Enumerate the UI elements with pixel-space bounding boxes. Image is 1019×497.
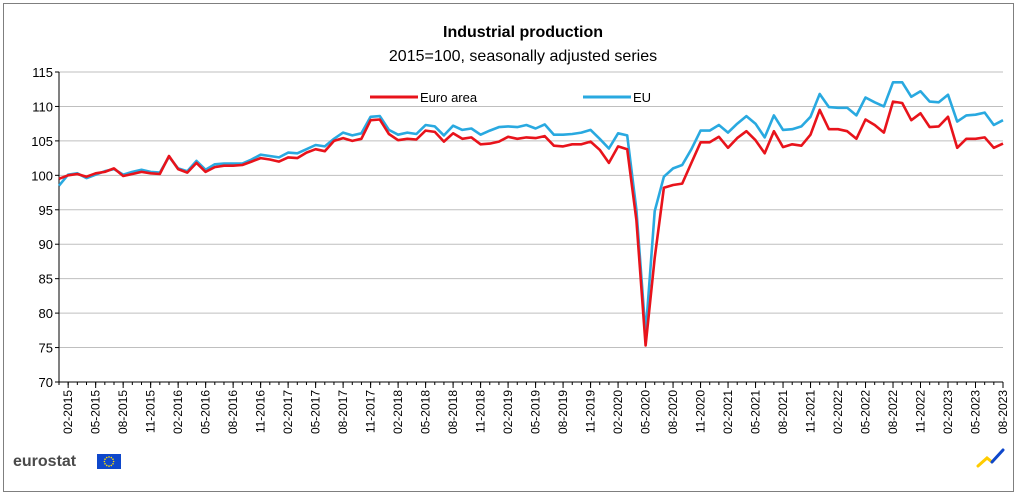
series-lines	[57, 81, 1004, 347]
eu-star	[112, 460, 115, 463]
x-tick-label: 11-2018	[474, 390, 488, 433]
legend-label-euro-area: Euro area	[420, 90, 478, 105]
eu-star	[110, 464, 113, 467]
eu-star	[108, 456, 110, 458]
series-line-eu	[57, 81, 1004, 336]
x-tick-label: 05-2020	[639, 390, 653, 434]
x-tick-label: 02-2021	[721, 390, 735, 434]
x-tick-label: 05-2018	[419, 390, 433, 434]
x-tick-label: 02-2017	[281, 390, 295, 434]
x-tick-label: 08-2021	[776, 390, 790, 434]
x-tick-label: 08-2016	[226, 390, 240, 434]
x-tick-label: 11-2016	[254, 390, 268, 433]
y-tick-label: 80	[39, 306, 53, 321]
x-tick-label: 05-2016	[199, 390, 213, 434]
x-tick-label: 02-2016	[171, 390, 185, 434]
y-tick-label: 105	[31, 134, 53, 149]
x-tick-label: 11-2021	[804, 390, 818, 433]
x-tick-label: 05-2023	[969, 390, 983, 434]
y-tick-label: 115	[32, 65, 53, 80]
x-tick-label: 05-2019	[529, 390, 543, 434]
y-tick-label: 110	[32, 99, 53, 114]
x-tick-label: 02-2020	[611, 390, 625, 434]
y-tick-label: 90	[39, 237, 53, 252]
x-tick-label: 11-2017	[364, 390, 378, 433]
eu-star	[108, 465, 110, 467]
y-tick-label: 75	[39, 341, 53, 356]
x-tick-label: 11-2015	[144, 390, 158, 433]
legend-label-eu: EU	[633, 90, 651, 105]
y-axis: 70 75 80 85 90 95 100 105 110 115	[31, 65, 60, 390]
chart-frame	[3, 3, 1014, 492]
eu-star	[110, 456, 113, 459]
series-line-euro-area	[58, 100, 1004, 347]
y-tick-label: 95	[39, 203, 53, 218]
y-tick-label: 85	[39, 272, 53, 287]
x-tick-label: 02-2019	[501, 390, 515, 434]
x-tick-label: 08-2019	[556, 390, 570, 434]
eu-star	[112, 463, 114, 465]
chart-subtitle: 2015=100, seasonally adjusted series	[389, 48, 657, 65]
x-tick-label: 08-2023	[996, 390, 1010, 434]
x-tick-label: 05-2017	[309, 390, 323, 434]
x-tick-label: 08-2018	[446, 390, 460, 434]
eurostat-wordmark: eurostat	[13, 453, 77, 470]
x-tick-label: 08-2017	[336, 390, 350, 434]
gridlines	[59, 71, 1003, 349]
eu-star	[105, 464, 108, 467]
eu-star	[105, 456, 108, 459]
x-tick-label: 05-2022	[859, 390, 873, 434]
eurostat-logo: eurostat	[13, 453, 121, 470]
corner-mark-icon	[976, 448, 1005, 468]
eu-star	[112, 458, 114, 461]
x-tick-label: 05-2021	[749, 390, 763, 434]
eu-star	[104, 463, 106, 465]
eu-star	[103, 460, 106, 463]
x-axis: 02-2015 05-2015 08-2015 11-2015 02-2016 05-20…	[58, 381, 1010, 434]
x-tick-label: 11-2022	[914, 390, 928, 433]
x-tick-label: 02-2018	[391, 390, 405, 434]
legend: Euro area EU	[370, 90, 651, 105]
x-tick-label: 08-2015	[116, 390, 130, 434]
y-tick-label: 100	[31, 168, 53, 183]
x-tick-label: 08-2022	[886, 390, 900, 434]
x-tick-label: 11-2020	[694, 390, 708, 433]
y-tick-label: 70	[39, 375, 53, 390]
corner-mark-blue	[990, 448, 1005, 464]
x-tick-label: 02-2023	[941, 390, 955, 434]
x-tick-label: 02-2022	[831, 390, 845, 434]
x-tick-label: 02-2015	[61, 390, 75, 434]
corner-mark-yellow	[976, 456, 994, 468]
x-tick-label: 05-2015	[89, 390, 103, 434]
eu-star	[104, 458, 106, 461]
x-tick-label: 11-2019	[584, 390, 598, 433]
eu-flag-icon	[97, 454, 121, 469]
eu-stars-icon	[103, 456, 115, 467]
x-tick-label: 08-2020	[666, 390, 680, 434]
chart-title: Industrial production	[443, 24, 603, 41]
